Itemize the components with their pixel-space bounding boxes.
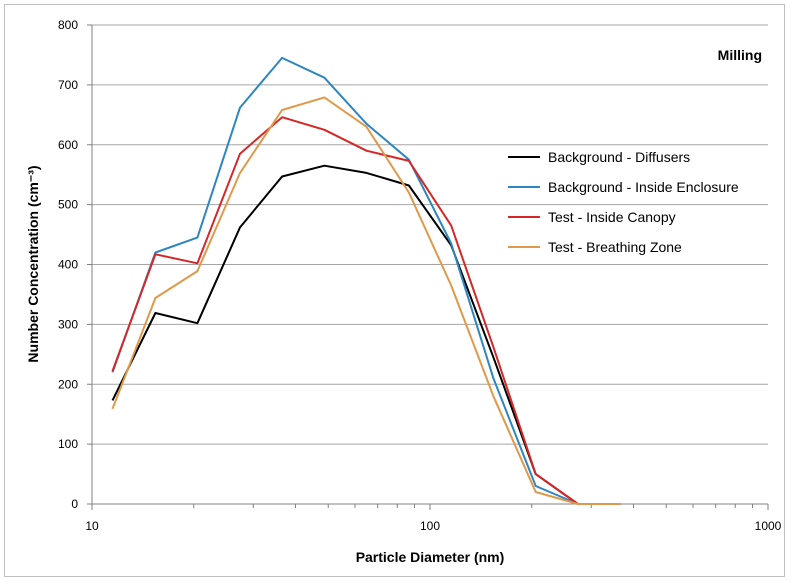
legend: Background - Diffusers Background - Insid… <box>508 149 739 255</box>
chart-frame <box>4 4 785 577</box>
grid-lines <box>92 24 768 445</box>
x-tick-label: 1000 <box>755 519 782 533</box>
series-line-2 <box>111 56 621 505</box>
legend-label-3: Test - Inside Canopy <box>548 209 676 225</box>
series-line-4 <box>111 96 621 505</box>
y-tick-label: 600 <box>58 138 78 152</box>
series-lines <box>111 56 621 505</box>
x-tick-label: 100 <box>420 519 440 533</box>
legend-label-1: Background - Diffusers <box>548 149 690 165</box>
y-tick-label: 0 <box>71 497 78 511</box>
y-tick-label: 500 <box>58 198 78 212</box>
legend-label-2: Background - Inside Enclosure <box>548 179 739 195</box>
series-line-3 <box>111 116 621 505</box>
chart-annotation: Milling <box>718 47 762 63</box>
series-line-1 <box>111 164 621 505</box>
x-tick-label: 10 <box>85 519 99 533</box>
y-tick-label: 700 <box>58 78 78 92</box>
y-tick-label: 800 <box>58 18 78 32</box>
x-axis-title: Particle Diameter (nm) <box>356 549 505 565</box>
y-tick-label: 300 <box>58 317 78 331</box>
legend-label-4: Test - Breathing Zone <box>548 239 682 255</box>
y-tick-label: 200 <box>58 377 78 391</box>
y-tick-label: 100 <box>58 437 78 451</box>
y-tick-label: 400 <box>58 258 78 272</box>
axes <box>87 24 769 510</box>
y-axis-title: Number Concentration (cm⁻³) <box>25 165 41 362</box>
tick-labels: 0 100 200 300 400 500 600 700 800 10 100 1000 <box>58 18 782 533</box>
